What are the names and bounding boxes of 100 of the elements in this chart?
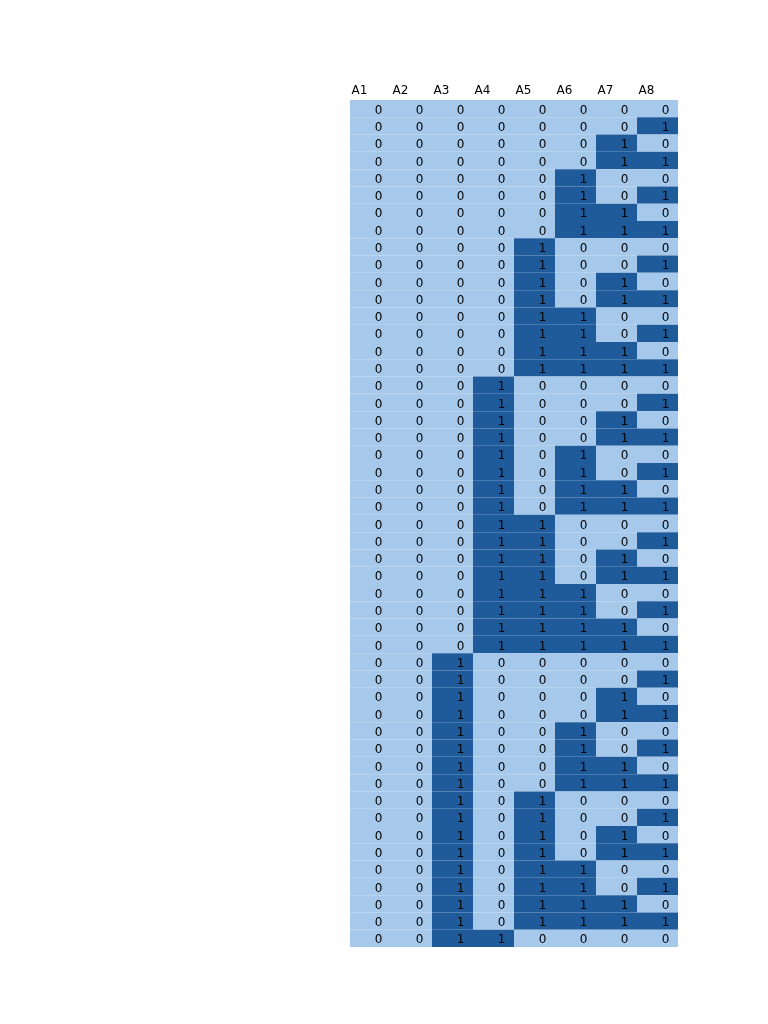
data-label: 0 bbox=[456, 119, 465, 134]
data-label: 1 bbox=[579, 759, 588, 774]
data-label: 0 bbox=[415, 223, 424, 238]
data-label: 1 bbox=[538, 603, 547, 618]
data-label: 0 bbox=[415, 500, 424, 515]
data-label: 0 bbox=[374, 603, 383, 618]
data-label: 0 bbox=[374, 431, 383, 446]
data-label: 0 bbox=[456, 275, 465, 290]
data-label: 0 bbox=[456, 258, 465, 273]
data-label: 0 bbox=[415, 154, 424, 169]
data-label: 0 bbox=[415, 189, 424, 204]
data-label: 0 bbox=[415, 863, 424, 878]
data-label: 0 bbox=[374, 759, 383, 774]
data-label: 1 bbox=[538, 638, 547, 653]
data-label: 0 bbox=[415, 310, 424, 325]
data-label: 0 bbox=[620, 102, 629, 117]
data-label: 1 bbox=[661, 465, 670, 480]
data-label: 0 bbox=[415, 845, 424, 860]
data-label: 0 bbox=[374, 240, 383, 255]
data-label: 1 bbox=[579, 776, 588, 791]
data-label: 0 bbox=[661, 171, 670, 186]
data-label: 1 bbox=[620, 431, 629, 446]
data-label: 0 bbox=[579, 690, 588, 705]
data-label: 0 bbox=[620, 448, 629, 463]
data-label: 1 bbox=[456, 690, 465, 705]
data-label: 0 bbox=[538, 448, 547, 463]
data-label: 0 bbox=[620, 119, 629, 134]
data-label: 1 bbox=[661, 673, 670, 688]
data-label: 0 bbox=[456, 500, 465, 515]
data-label: 1 bbox=[620, 344, 629, 359]
data-label: 0 bbox=[374, 932, 383, 947]
data-label: 0 bbox=[374, 327, 383, 342]
data-label: 0 bbox=[579, 119, 588, 134]
data-label: 1 bbox=[497, 500, 506, 515]
data-label: 1 bbox=[620, 292, 629, 307]
data-label: 0 bbox=[415, 897, 424, 912]
data-label: 1 bbox=[661, 880, 670, 895]
data-label: 0 bbox=[579, 154, 588, 169]
data-label: 0 bbox=[415, 361, 424, 376]
data-label: 0 bbox=[415, 327, 424, 342]
data-label: 0 bbox=[456, 465, 465, 480]
data-label: 0 bbox=[538, 223, 547, 238]
data-label: 0 bbox=[620, 517, 629, 532]
data-label: 1 bbox=[456, 673, 465, 688]
data-label: 1 bbox=[456, 707, 465, 722]
data-label: 0 bbox=[415, 880, 424, 895]
data-label: 0 bbox=[374, 379, 383, 394]
data-label: 0 bbox=[661, 759, 670, 774]
data-label: 1 bbox=[497, 621, 506, 636]
data-label: 0 bbox=[497, 724, 506, 739]
data-label: 0 bbox=[538, 154, 547, 169]
data-label: 0 bbox=[579, 845, 588, 860]
data-label: 0 bbox=[538, 690, 547, 705]
data-label: 1 bbox=[620, 500, 629, 515]
data-label: 0 bbox=[497, 171, 506, 186]
data-label: 1 bbox=[579, 361, 588, 376]
data-label: 0 bbox=[579, 707, 588, 722]
data-label: 0 bbox=[661, 102, 670, 117]
data-label: 0 bbox=[620, 310, 629, 325]
data-label: 0 bbox=[661, 206, 670, 221]
data-label: 0 bbox=[661, 240, 670, 255]
data-label: 0 bbox=[456, 379, 465, 394]
data-label: 1 bbox=[661, 742, 670, 757]
data-label: 1 bbox=[538, 327, 547, 342]
data-label: 0 bbox=[456, 344, 465, 359]
data-label: 1 bbox=[661, 638, 670, 653]
data-label: 0 bbox=[620, 863, 629, 878]
data-label: 1 bbox=[661, 327, 670, 342]
data-label: 1 bbox=[538, 897, 547, 912]
data-label: 0 bbox=[661, 794, 670, 809]
data-label: 0 bbox=[497, 897, 506, 912]
data-label: 1 bbox=[456, 828, 465, 843]
data-label: 0 bbox=[374, 569, 383, 584]
data-label: 0 bbox=[415, 465, 424, 480]
data-label: 1 bbox=[661, 603, 670, 618]
data-label: 1 bbox=[661, 707, 670, 722]
data-label: 0 bbox=[374, 275, 383, 290]
data-label: 0 bbox=[456, 206, 465, 221]
data-label: 0 bbox=[497, 206, 506, 221]
data-label: 1 bbox=[620, 361, 629, 376]
data-label: 0 bbox=[415, 586, 424, 601]
data-label: 0 bbox=[374, 655, 383, 670]
data-label: 0 bbox=[415, 707, 424, 722]
data-label: 0 bbox=[497, 292, 506, 307]
data-label: 0 bbox=[620, 327, 629, 342]
data-label: 0 bbox=[415, 569, 424, 584]
data-label: 0 bbox=[497, 223, 506, 238]
data-label: 0 bbox=[579, 932, 588, 947]
data-label: 0 bbox=[374, 137, 383, 152]
data-label: 1 bbox=[620, 707, 629, 722]
data-label: 1 bbox=[661, 845, 670, 860]
data-label: 1 bbox=[538, 863, 547, 878]
x-tick-label: A4 bbox=[474, 82, 491, 97]
data-label: 0 bbox=[497, 102, 506, 117]
data-label: 0 bbox=[620, 379, 629, 394]
data-label: 0 bbox=[415, 137, 424, 152]
data-label: 0 bbox=[374, 154, 383, 169]
data-label: 0 bbox=[374, 690, 383, 705]
data-label: 0 bbox=[538, 413, 547, 428]
x-tick-label: A7 bbox=[597, 82, 614, 97]
